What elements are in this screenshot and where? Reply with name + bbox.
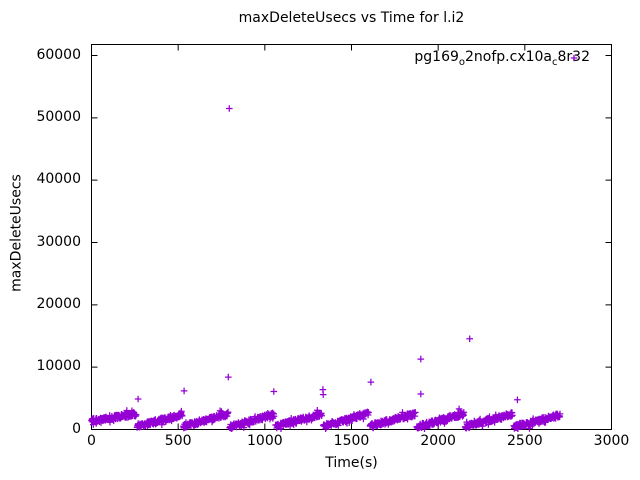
x-tick-label: 0 [87, 433, 96, 449]
y-tick-label: 50000 [36, 108, 81, 125]
x-tick-label: 1000 [247, 433, 283, 449]
scatter-points [88, 405, 564, 432]
y-tick-label: 60000 [36, 46, 81, 63]
legend-label-part: 2nofp.cx10a [465, 49, 553, 65]
x-tick-label: 2000 [420, 433, 456, 449]
x-tick-label: 3000 [593, 433, 630, 449]
x-tick-label: 1500 [333, 433, 370, 449]
x-axis-label: Time(s) [325, 455, 378, 471]
x-tick-label: 2500 [507, 433, 543, 449]
y-tick-label: 0 [72, 420, 81, 437]
legend-label-part: pg169 [414, 49, 459, 65]
y-tick-label: 10000 [36, 358, 81, 375]
legend: pg169o2nofp.cx10ac8r32 [260, 49, 590, 68]
legend-label-subscript: c [552, 57, 558, 68]
x-tick-label: 500 [164, 433, 192, 449]
axis-frame [91, 44, 612, 430]
y-tick-label: 20000 [36, 295, 81, 312]
legend-label-subscript: o [458, 57, 466, 68]
axis-ticks [91, 44, 612, 430]
legend-plus-marker-icon [570, 54, 578, 62]
outlier-points [134, 105, 521, 404]
y-tick-label: 40000 [36, 171, 81, 188]
y-tick-label: 30000 [36, 233, 81, 250]
legend-entry-label: pg169o2nofp.cx10ac8r32 [294, 49, 590, 68]
chart-title: maxDeleteUsecs vs Time for l.i2 [238, 10, 465, 26]
